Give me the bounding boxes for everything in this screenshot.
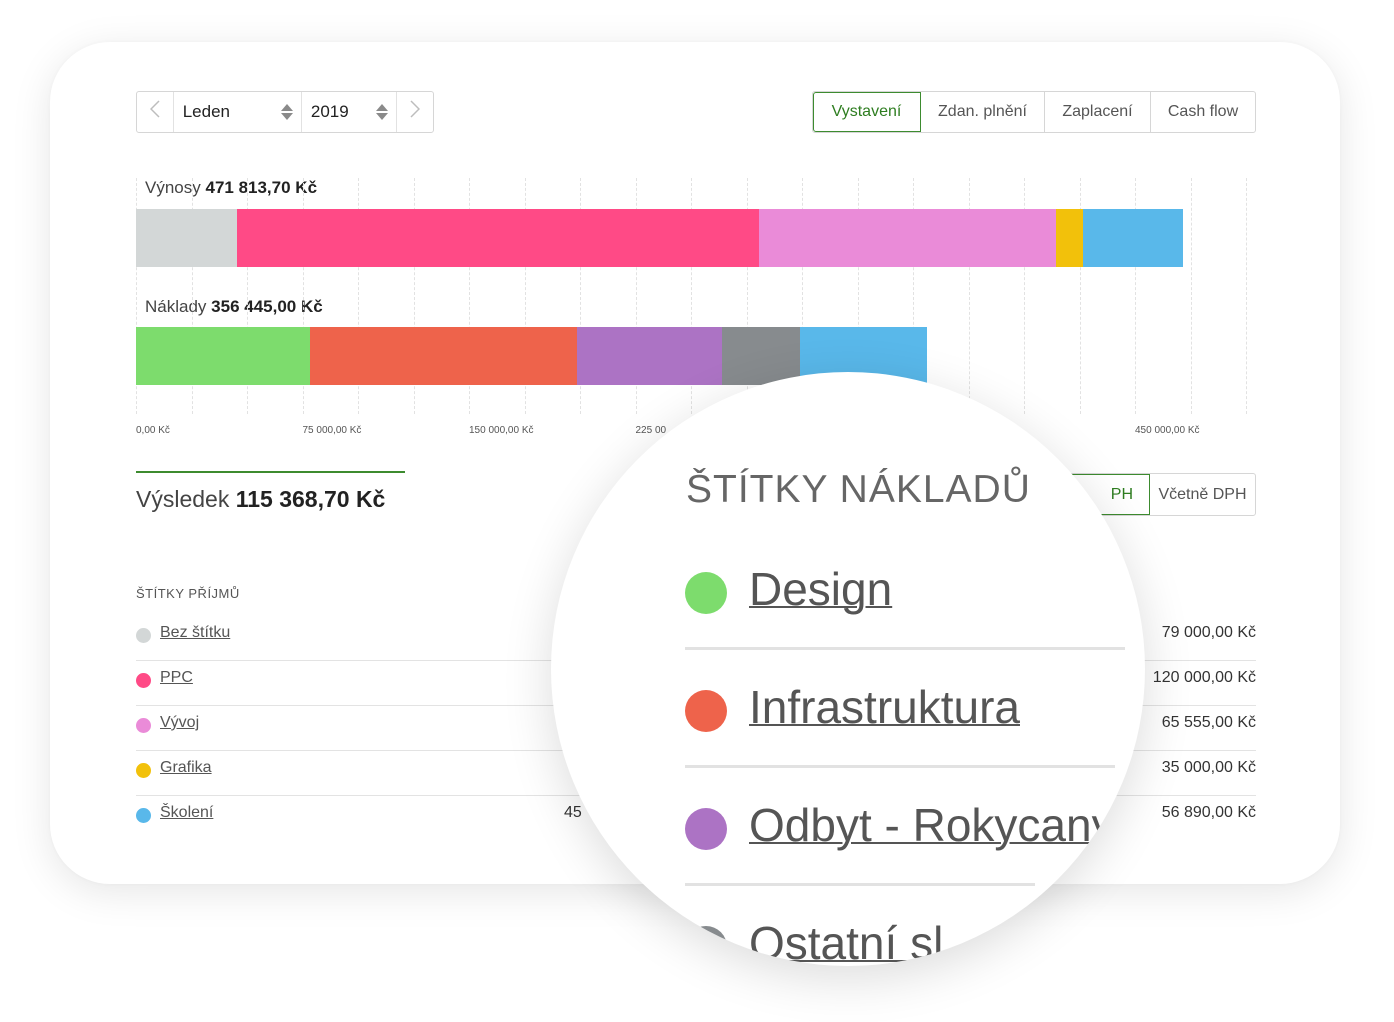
vat-toggle: PH Včetně DPH [1044,473,1256,516]
updown-arrows-icon [376,104,389,120]
tab-zdan-plneni[interactable]: Zdan. plnění [921,92,1045,132]
tag-color-dot [136,808,151,823]
revenue-bar-segment-3[interactable] [1056,209,1083,267]
costs-amount: 356 445,00 Kč [211,297,323,316]
year-value: 2019 [310,102,349,121]
result-underline [136,471,405,473]
tag-partial-value: 45 [564,804,582,821]
chart-gridline [968,178,970,414]
tag-color-dot [136,628,151,643]
tab-with-vat[interactable]: Včetně DPH [1158,485,1247,503]
tab-vystaveni[interactable]: Vystavení [813,92,921,132]
costs-label: Náklady 356 445,00 Kč [145,297,323,317]
tag-color-dot [685,808,727,850]
axis-tick-label: 150 000,00 Kč [469,425,534,436]
costs-title: Náklady [145,297,207,316]
costs-bar-segment-1[interactable] [310,327,577,385]
tag-value: 35 000,00 Kč [1161,759,1256,776]
axis-tick-label: 225 00 [635,425,667,436]
month-select[interactable]: Leden [174,92,302,132]
updown-arrows-icon [280,104,293,120]
chart-gridline [136,178,137,414]
cost-tag-link[interactable]: Odbyt - Rokycany [749,799,1115,851]
cost-tag-divider [685,647,1125,650]
chart-gridline [580,178,581,414]
axis-tick-label: 75 000,00 Kč [302,425,362,436]
tag-color-dot [685,572,727,614]
tag-value: 56 890,00 Kč [1161,804,1256,821]
revenue-bar-segment-4[interactable] [1082,209,1184,267]
axis-tick-label: 450 000,00 Kč [1135,425,1200,436]
result-total: Výsledek 115 368,70 Kč [136,486,385,513]
revenue-bar-segment-1[interactable] [237,209,759,267]
chart-gridline [247,178,248,414]
tag-color-dot [136,763,151,778]
chart-gridline [1190,178,1192,414]
chart-gridline [635,178,637,414]
prev-period-button[interactable] [137,92,174,132]
tag-link[interactable]: Školení [160,804,214,821]
tag-color-dot [136,673,151,688]
mode-tabs: Vystavení Zdan. plnění Zaplacení Cash fl… [812,91,1256,133]
magnifier-lens: ŠTÍTKY NÁKLADŮ Design Infrastruktura Odbyt… [551,372,1145,966]
chart-gridline [469,178,470,414]
chart-gridline [857,178,859,414]
tab-zaplaceni[interactable]: Zaplacení [1045,92,1151,132]
tag-color-dot [685,690,727,732]
chart-gridline [413,178,415,414]
cost-tag-divider [685,883,1035,886]
chart-gridline [358,178,359,414]
tag-link[interactable]: Vývoj [160,714,200,731]
tag-link[interactable]: Grafika [160,759,212,776]
table-row: Školení 45 56 890,00 Kč [136,796,1256,841]
chart-gridline [691,178,692,414]
revenue-label: Výnosy 471 813,70 Kč [145,178,317,198]
chevron-right-icon [410,100,421,124]
tag-color-dot [136,718,151,733]
cost-tag-link[interactable]: Infrastruktura [749,681,1020,733]
tag-link[interactable]: Bez štítku [160,624,231,641]
chart-gridline [913,178,914,414]
revenue-amount: 471 813,70 Kč [205,178,318,197]
chart-gridline [1246,178,1247,414]
result-amount: 115 368,70 Kč [235,486,386,512]
chart-gridline [524,178,526,414]
revenue-bar-segment-0[interactable] [136,209,237,267]
tag-link[interactable]: PPC [160,669,193,686]
tag-value: 65 555,00 Kč [1161,714,1256,731]
chart-gridline [302,178,304,414]
year-select[interactable]: 2019 [302,92,396,132]
cost-tag-divider [685,765,1115,768]
cost-tags-title: ŠTÍTKY NÁKLADŮ [686,468,1031,511]
cost-tag-link[interactable]: Design [749,563,893,615]
chart-gridline [1135,178,1136,414]
tag-value: 79 000,00 Kč [1161,624,1256,641]
revenue-bar-segment-2[interactable] [758,209,1057,267]
result-title: Výsledek [136,486,230,512]
chart-gridline [1024,178,1025,414]
chart-gridline [191,178,193,414]
revenue-title: Výnosy [145,178,201,197]
chevron-left-icon [149,100,160,124]
month-value: Leden [182,102,230,121]
tag-value: 120 000,00 Kč [1152,669,1256,686]
costs-bar-segment-2[interactable] [576,327,723,385]
tag-color-dot [685,926,727,966]
chart-gridline [1079,178,1081,414]
axis-tick-label: 0,00 Kč [136,425,170,436]
chart-gridline [746,178,748,414]
next-period-button[interactable] [396,92,433,132]
tab-cash-flow[interactable]: Cash flow [1167,103,1239,120]
costs-bar-segment-0[interactable] [136,327,311,385]
tab-without-vat[interactable]: PH [1045,474,1150,515]
costs-bar-segment-3[interactable] [722,327,800,385]
cost-tag-link[interactable]: Ostatní sl [749,917,944,966]
income-tags-title: ŠTÍTKY PŘÍJMŮ [136,586,240,601]
period-selector: Leden 2019 [136,91,434,133]
chart-gridline [802,178,803,414]
